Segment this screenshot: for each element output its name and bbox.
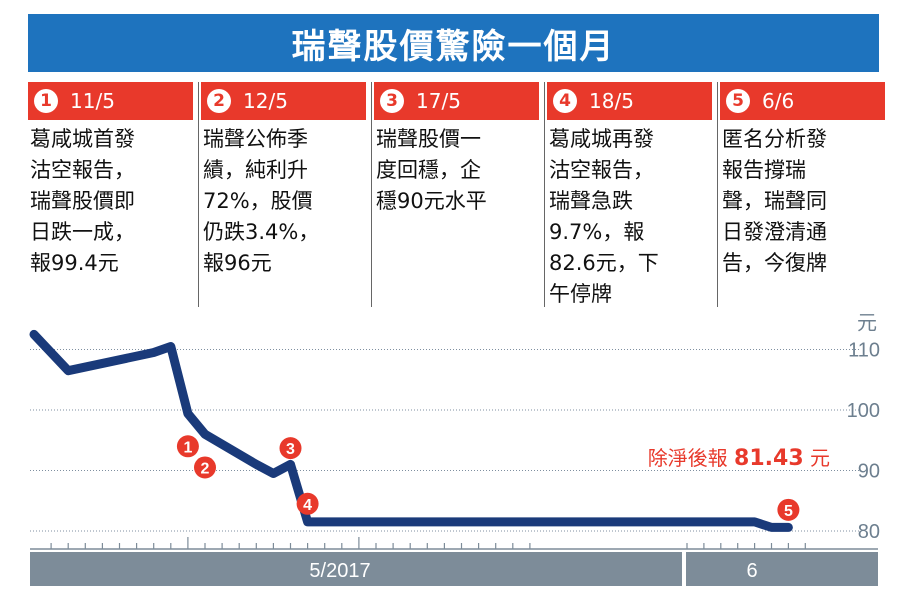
event-date: 11/5 xyxy=(70,89,115,113)
event-marker-5 xyxy=(777,498,800,521)
event-marker-label: 2 xyxy=(201,460,210,477)
event-date: 17/5 xyxy=(416,89,461,113)
event-marker-label: 5 xyxy=(784,503,793,520)
event-number-badge: 3 xyxy=(380,89,404,113)
event-description: 瑞聲股價一 度回穩，企 穩90元水平 xyxy=(376,127,487,213)
event-3: 3 17/5 瑞聲股價一 度回穩，企 穩90元水平 xyxy=(374,82,539,217)
event-description: 瑞聲公佈季 績，純利升 72%，股價 仍跌3.4%， 報96元 xyxy=(203,127,320,275)
title-banner: 瑞聲股價驚險一個月 xyxy=(28,14,879,72)
event-divider xyxy=(198,82,199,307)
event-marker-4 xyxy=(296,492,319,515)
event-marker-1 xyxy=(176,435,199,458)
price-series-line xyxy=(29,329,793,532)
x-label-may: 5/2017 xyxy=(309,560,370,582)
month-bar xyxy=(30,552,878,586)
y-tick-label: 110 xyxy=(848,340,880,362)
event-description: 匿名分析發 報告撐瑞 聲，瑞聲同 日發澄清通 告，今復牌 xyxy=(722,127,827,275)
event-date: 18/5 xyxy=(589,89,634,113)
event-description: 葛咸城首發 沽空報告， 瑞聲股價即 日跌一成， 報99.4元 xyxy=(30,127,135,275)
event-marker-label: 1 xyxy=(183,439,192,456)
event-divider xyxy=(717,82,718,307)
event-header: 5 6/6 xyxy=(720,82,885,120)
event-marker-label: 3 xyxy=(286,441,295,458)
ex-dividend-text: 除淨後報 xyxy=(648,446,734,470)
ex-dividend-unit: 元 xyxy=(804,446,830,470)
event-marker-label: 4 xyxy=(303,497,312,514)
month-divider xyxy=(682,552,686,586)
y-tick-label: 90 xyxy=(858,461,880,483)
event-date: 6/6 xyxy=(762,89,795,113)
event-header: 1 11/5 xyxy=(28,82,193,120)
event-4: 4 18/5 葛咸城再發 沽空報告， 瑞聲急跌 9.7%，報 82.6元，下 午… xyxy=(547,82,712,310)
event-description: 葛咸城再發 沽空報告， 瑞聲急跌 9.7%，報 82.6元，下 午停牌 xyxy=(549,127,659,306)
event-number-badge: 1 xyxy=(34,89,58,113)
event-divider xyxy=(544,82,545,307)
ex-dividend-value: 81.43 xyxy=(734,446,804,471)
event-number-badge: 5 xyxy=(726,89,750,113)
event-header: 3 17/5 xyxy=(374,82,539,120)
event-marker-2 xyxy=(194,456,216,479)
event-marker-3 xyxy=(279,437,302,460)
event-divider xyxy=(371,82,372,307)
page-title: 瑞聲股價驚險一個月 xyxy=(291,26,616,67)
ex-dividend-note: 除淨後報 81.43 元 xyxy=(648,446,830,471)
event-timeline: 1 11/5 葛咸城首發 沽空報告， 瑞聲股價即 日跌一成， 報99.4元 2 … xyxy=(28,82,885,340)
event-header: 4 18/5 xyxy=(547,82,712,120)
y-unit-label: 元 xyxy=(857,313,877,335)
event-number-badge: 2 xyxy=(207,89,231,113)
y-tick-label: 80 xyxy=(858,521,880,543)
event-5: 5 6/6 匿名分析發 報告撐瑞 聲，瑞聲同 日發澄清通 告，今復牌 xyxy=(720,82,885,279)
event-1: 1 11/5 葛咸城首發 沽空報告， 瑞聲股價即 日跌一成， 報99.4元 xyxy=(28,82,193,279)
y-tick-label: 100 xyxy=(847,400,880,422)
event-date: 12/5 xyxy=(243,89,288,113)
x-label-june: 6 xyxy=(746,560,757,582)
event-number-badge: 4 xyxy=(553,89,577,113)
event-2: 2 12/5 瑞聲公佈季 績，純利升 72%，股價 仍跌3.4%， 報96元 xyxy=(201,82,366,279)
event-header: 2 12/5 xyxy=(201,82,366,120)
